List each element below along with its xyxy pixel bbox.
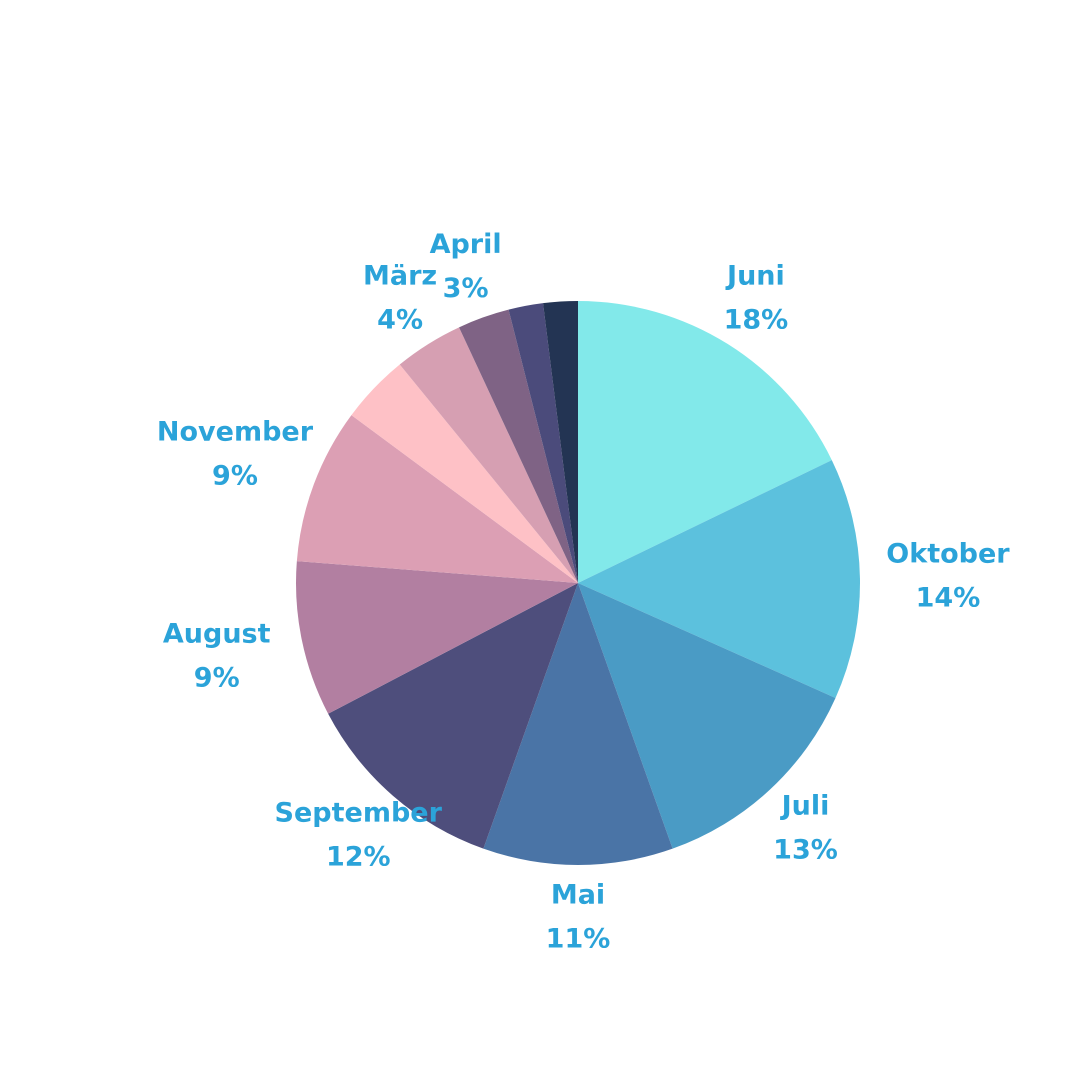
pie-slice xyxy=(399,327,578,583)
slice-value: 18% xyxy=(724,305,789,336)
pie-slice xyxy=(543,301,578,583)
slice-label: März xyxy=(363,261,437,292)
slice-label: November xyxy=(157,416,314,447)
slice-value: 13% xyxy=(773,834,838,865)
pie-slice xyxy=(508,303,578,583)
slice-value: 4% xyxy=(377,305,423,336)
slice-label: Juni xyxy=(725,261,785,292)
slice-value: 3% xyxy=(443,273,489,304)
pie-slice xyxy=(578,583,836,849)
slice-value: 14% xyxy=(916,583,981,614)
pie-slice xyxy=(296,561,578,714)
slice-value: 9% xyxy=(194,663,240,694)
slice-label: Oktober xyxy=(886,539,1010,570)
pie-slice xyxy=(328,583,578,849)
pie-slice xyxy=(578,301,832,583)
slice-label: August xyxy=(163,619,271,650)
slice-label: Mai xyxy=(551,880,605,911)
slice-value: 11% xyxy=(546,924,611,955)
pie-slice xyxy=(459,309,578,583)
pie-slice xyxy=(578,460,860,698)
slice-label: April xyxy=(430,229,502,260)
slice-value: 9% xyxy=(212,460,258,491)
slice-label: September xyxy=(275,797,443,828)
slice-label: Juli xyxy=(780,790,830,821)
pie-slice xyxy=(296,415,578,583)
slice-value: 12% xyxy=(326,841,391,872)
pie-slice xyxy=(483,583,673,865)
pie-slice xyxy=(351,364,578,583)
